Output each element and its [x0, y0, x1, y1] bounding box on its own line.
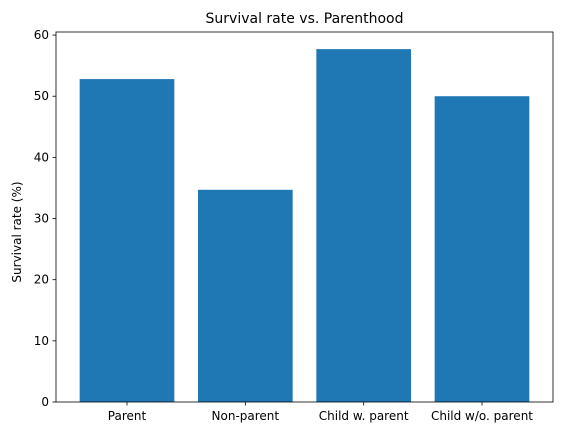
- x-ticks-group: Parent Non-parent Child w. parent Child w/o…: [108, 402, 533, 423]
- y-tick-label: 40: [34, 150, 49, 164]
- y-tick-label: 10: [34, 334, 49, 348]
- x-tick-label: Child w/o. parent: [431, 409, 533, 423]
- x-tick-label: Non-parent: [212, 409, 280, 423]
- bar-0: [79, 79, 175, 402]
- y-axis-label: Survival rate (%): [10, 181, 24, 282]
- plot-frame: [55, 31, 554, 403]
- y-tick-label: 20: [34, 273, 49, 287]
- x-tick-label: Parent: [108, 409, 147, 423]
- bar-2: [316, 49, 411, 403]
- y-tick-label: 60: [34, 28, 49, 42]
- y-ticks-group: 0 10 20 30 40 50 60: [34, 28, 56, 409]
- bar-3: [434, 96, 530, 402]
- chart-title: Survival rate vs. Parenthood: [206, 11, 404, 27]
- bar-1: [198, 189, 293, 402]
- y-tick-label: 0: [41, 395, 49, 409]
- y-tick-label: 50: [34, 89, 49, 103]
- x-tick-label: Child w. parent: [319, 409, 409, 423]
- bars-group: [79, 49, 530, 403]
- y-tick-label: 30: [34, 212, 49, 226]
